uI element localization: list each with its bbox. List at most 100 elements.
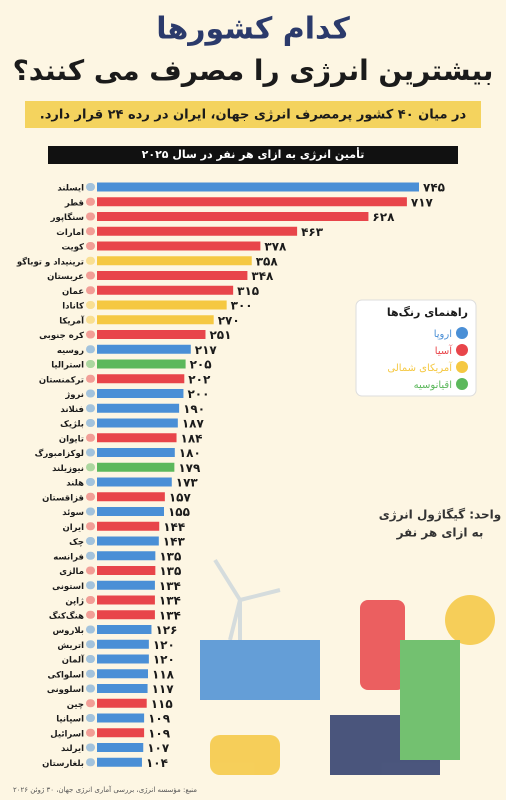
bar xyxy=(97,359,186,369)
category-label: اسلوونی xyxy=(47,685,84,695)
category-label: ایرلند xyxy=(61,744,84,754)
value-label: ۲۰۵ xyxy=(190,358,212,372)
value-label: ۱۰۴ xyxy=(146,756,168,770)
category-label: کانادا xyxy=(62,302,84,312)
flag xyxy=(86,669,95,678)
value-label: ۱۵۷ xyxy=(169,490,192,504)
legend-title: راهنمای رنگ‌ها xyxy=(387,305,468,319)
bar xyxy=(97,521,160,531)
category-label: هنگ‌کنگ xyxy=(49,610,84,621)
value-label: ۳۷۸ xyxy=(264,240,287,254)
flag xyxy=(86,655,95,663)
bar xyxy=(97,492,165,502)
flag xyxy=(86,758,95,767)
flag xyxy=(86,315,95,324)
bar xyxy=(97,418,178,428)
category-label: ایران xyxy=(62,523,84,533)
bar xyxy=(97,610,155,620)
flag xyxy=(86,345,95,354)
value-label: ۱۳۴ xyxy=(159,594,181,608)
flag xyxy=(86,197,95,206)
category-label: آمریکا xyxy=(59,314,85,326)
category-label: لوکزامبورگ xyxy=(35,448,84,459)
illustration xyxy=(200,558,495,775)
flag xyxy=(86,433,95,442)
value-label: ۷۴۵ xyxy=(423,181,445,195)
category-label: نروژ xyxy=(64,390,84,400)
value-label: ۱۹۰ xyxy=(183,402,205,416)
flag xyxy=(86,728,95,737)
value-label: ۲۵۱ xyxy=(209,328,231,342)
value-label: ۱۰۷ xyxy=(147,741,170,755)
unit-label: واحد: گیگاژول انرژی xyxy=(379,508,501,523)
bar xyxy=(97,654,149,664)
flag xyxy=(86,360,95,368)
category-label: عمان xyxy=(62,287,84,297)
category-label: فرانسه xyxy=(53,552,84,562)
bar xyxy=(97,315,214,325)
category-label: اسپانیا xyxy=(56,715,84,725)
category-label: کویت xyxy=(62,243,85,253)
flag xyxy=(86,596,95,604)
flag xyxy=(86,551,95,560)
category-label: روسیه xyxy=(57,346,84,356)
bar xyxy=(97,713,145,723)
bar xyxy=(97,212,369,221)
bar xyxy=(97,566,156,575)
flag xyxy=(86,478,95,486)
value-label: ۱۸۴ xyxy=(181,431,203,445)
category-label: چک xyxy=(69,538,84,548)
value-label: ۲۱۷ xyxy=(195,343,218,357)
legend-swatch xyxy=(456,327,468,339)
category-label: اتریش xyxy=(57,641,84,651)
bar xyxy=(97,374,185,384)
category-label: هلند xyxy=(66,479,84,489)
bar xyxy=(97,182,419,192)
flag xyxy=(86,389,95,398)
value-label: ۱۰۹ xyxy=(148,712,171,726)
note: در میان ۴۰ کشور پرمصرف انرژی جهان، ایران… xyxy=(40,108,467,123)
value-label: ۶۲۸ xyxy=(372,210,395,224)
bar xyxy=(97,580,155,590)
category-label: بلژیک xyxy=(60,420,84,430)
category-label: سوئد xyxy=(62,508,84,518)
bar xyxy=(97,344,191,354)
flag xyxy=(86,492,95,501)
header-band xyxy=(48,146,458,164)
value-label: ۱۵۵ xyxy=(168,505,190,519)
value-label: ۱۱۵ xyxy=(151,697,173,711)
legend-label: اقیانوسیه xyxy=(414,380,452,391)
flag xyxy=(86,183,95,191)
value-label: ۱۴۴ xyxy=(163,520,185,534)
value-label: ۲۷۰ xyxy=(218,313,240,327)
value-label: ۷۱۷ xyxy=(411,195,434,209)
value-label: ۱۴۳ xyxy=(163,535,186,549)
category-label: ترینیداد و توباگو xyxy=(16,256,84,267)
flag xyxy=(86,714,95,722)
value-label: ۴۶۳ xyxy=(301,225,324,239)
bar xyxy=(97,743,144,752)
category-label: کره جنوبی xyxy=(39,331,84,341)
category-label: ژاپن xyxy=(65,597,84,607)
bar xyxy=(97,285,234,295)
bar xyxy=(97,300,227,310)
value-label: ۳۵۸ xyxy=(256,254,279,268)
bar xyxy=(97,330,206,339)
category-label: قزاقستان xyxy=(42,493,84,503)
flag xyxy=(86,374,95,383)
bar xyxy=(97,595,155,605)
bar xyxy=(97,669,149,679)
category-label: مالزی xyxy=(59,567,84,577)
legend-swatch xyxy=(456,344,468,356)
flag xyxy=(86,212,95,221)
bar xyxy=(97,403,180,413)
flag xyxy=(86,684,95,693)
category-label: بلاروس xyxy=(52,626,84,636)
flag xyxy=(86,448,95,457)
flag xyxy=(86,699,95,708)
bar xyxy=(97,197,407,207)
value-label: ۱۲۰ xyxy=(153,638,175,652)
value-label: ۲۰۰ xyxy=(187,387,209,401)
category-label: امارات xyxy=(56,228,84,238)
